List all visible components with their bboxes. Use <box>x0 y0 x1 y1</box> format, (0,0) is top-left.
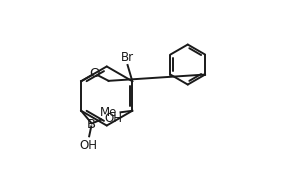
Text: Me: Me <box>100 106 117 119</box>
Text: Br: Br <box>121 50 134 64</box>
Text: OH: OH <box>105 112 123 125</box>
Text: OH: OH <box>80 139 98 152</box>
Text: B: B <box>87 118 96 131</box>
Text: O: O <box>90 67 100 80</box>
